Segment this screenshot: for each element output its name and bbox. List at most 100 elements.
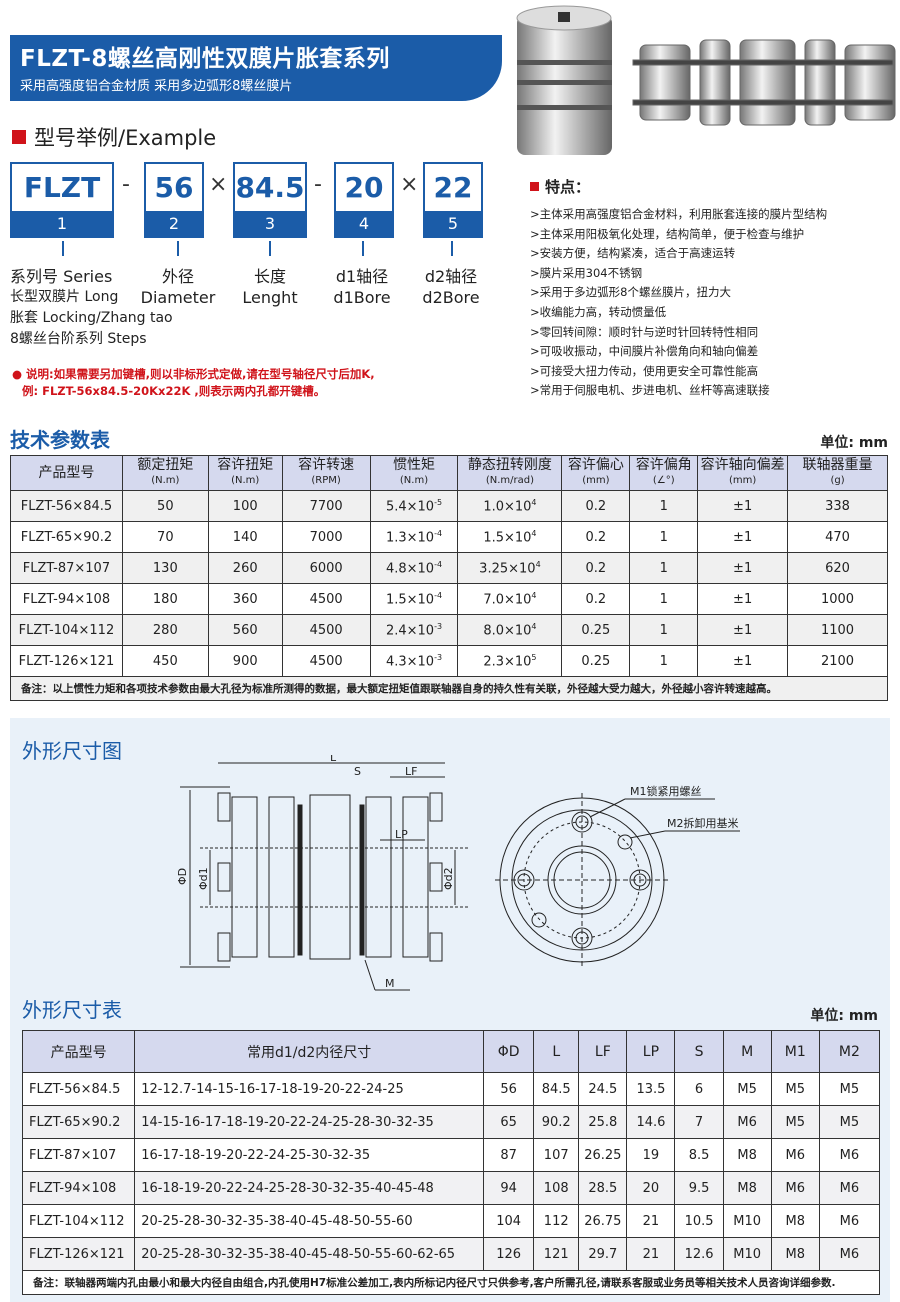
table-cell: 900 xyxy=(207,645,283,677)
table-cell: 180 xyxy=(121,583,209,615)
red-square-icon xyxy=(530,182,539,191)
table-cell: 8.5 xyxy=(674,1138,724,1172)
column-header: ΦD xyxy=(483,1030,535,1073)
table-cell: 6000 xyxy=(281,552,371,584)
dim-table: 产品型号 常用d1/d2内径尺寸 ΦD L LF LP S M M1 M2 FLZT-56×84.5… xyxy=(21,1030,881,1295)
column-header: LF xyxy=(578,1030,628,1073)
table-row: FLZT-104×112 280 560 4500 2.4×10-3 8.0×104 0.2… xyxy=(10,614,888,646)
mantissa: 2.3×10 xyxy=(483,654,532,670)
column-header: 容许偏角 (∠°) xyxy=(629,455,699,491)
table-cell: 87 xyxy=(483,1138,535,1172)
table-cell: 1.0×104 xyxy=(457,490,563,522)
exponent: 5 xyxy=(531,652,537,662)
table-row: FLZT-65×90.2 14-15-16-17-18-19-20-22-24-2… xyxy=(21,1105,881,1139)
table-cell: M8 xyxy=(722,1138,772,1172)
column-header: M xyxy=(722,1030,772,1073)
table-cell: M6 xyxy=(770,1138,820,1172)
example-heading: 型号举例/Example xyxy=(12,122,216,152)
column-header: 额定扭矩 (N.m) xyxy=(121,455,209,491)
mantissa: 3.25×10 xyxy=(479,561,536,577)
exponent: -3 xyxy=(434,652,443,662)
part-value: FLZT xyxy=(23,171,101,204)
feature-item: >收编能力高，转动惯量低 xyxy=(530,304,667,319)
table-cell: M8 xyxy=(770,1204,820,1238)
table-cell: 140 xyxy=(207,521,283,553)
header-row: 产品型号 额定扭矩 (N.m) 容许扭矩 (N.m) 容许转速 (RPM) 惯性矩 (N.m) 静… xyxy=(10,455,888,491)
label-d2: Φd2 xyxy=(442,867,455,890)
table-cell: 0.25 xyxy=(561,614,631,646)
header-unit: (∠°) xyxy=(652,475,675,486)
table-row: FLZT-104×112 20-25-28-30-32-35-38-40-45-4… xyxy=(21,1204,881,1238)
header-text: 产品型号 xyxy=(38,464,95,481)
table-cell: M6 xyxy=(818,1138,881,1172)
part-index: 5 xyxy=(425,211,481,236)
table-cell: 8.0×104 xyxy=(457,614,563,646)
table-cell: M10 xyxy=(722,1237,772,1271)
label-line: d2轴径 xyxy=(424,267,478,286)
table-cell: 450 xyxy=(121,645,209,677)
table-cell: 1 xyxy=(629,552,699,584)
table-cell: 104 xyxy=(483,1204,535,1238)
side-view-icon xyxy=(180,762,470,991)
column-header: M2 xyxy=(818,1030,881,1073)
part-value: 20 xyxy=(344,171,384,204)
table-cell: FLZT-56×84.5 xyxy=(21,1072,136,1106)
label-LP: LP xyxy=(395,828,408,841)
label-M: M xyxy=(385,977,395,990)
table-cell: FLZT-65×90.2 xyxy=(21,1105,136,1139)
exponent: -5 xyxy=(434,497,443,507)
column-header: M1 xyxy=(770,1030,820,1073)
feature-item: >可接受大扭力传动，使用更安全可靠性能高 xyxy=(530,363,759,378)
separator: × xyxy=(400,172,419,197)
table-cell: M5 xyxy=(818,1105,881,1139)
table-cell: 1.5×104 xyxy=(457,521,563,553)
table-cell: 20-25-28-30-32-35-38-40-45-48-50-55-60-6… xyxy=(134,1237,485,1271)
table-cell: 0.2 xyxy=(561,490,631,522)
table-cell: M5 xyxy=(818,1072,881,1106)
column-header: S xyxy=(674,1030,724,1073)
table-cell: 14.6 xyxy=(626,1105,676,1139)
features-heading: 特点： xyxy=(530,176,827,197)
separator: - xyxy=(122,172,130,197)
table-cell: 56 xyxy=(483,1072,535,1106)
part-index: 2 xyxy=(146,211,202,236)
mantissa: 2.4×10 xyxy=(385,623,435,639)
table-cell: 29.7 xyxy=(578,1237,628,1271)
table-cell: 70 xyxy=(121,521,209,553)
table-cell: 1.3×10-4 xyxy=(369,521,459,553)
feature-item: >可吸收振动，中间膜片补偿角向和轴向偏差 xyxy=(530,344,759,359)
feature-item: >主体采用阳极氧化处理，结构简单，便于检查与维护 xyxy=(530,226,805,241)
table-cell: ±1 xyxy=(697,583,789,615)
header-unit: (RPM) xyxy=(311,475,341,486)
product-photos xyxy=(516,5,896,155)
table-cell: 20 xyxy=(626,1171,676,1205)
label-line: 长型双膜片 Long xyxy=(10,289,119,305)
table-cell: 338 xyxy=(787,490,888,522)
mantissa: 4.3×10 xyxy=(385,654,435,670)
table-cell: 1100 xyxy=(787,614,888,646)
note-line: 例: FLZT-56x84.5-20Kx22K ,则表示两内孔都开键槽。 xyxy=(22,384,326,398)
column-header: 联轴器重量 (g) xyxy=(787,455,888,491)
part-value: 56 xyxy=(154,171,194,204)
table-cell: 1000 xyxy=(787,583,888,615)
part-box-length: 84.5 3 xyxy=(233,162,307,238)
header-unit: (N.m) xyxy=(231,475,260,486)
table-cell: 112 xyxy=(533,1204,580,1238)
tech-table: 产品型号 额定扭矩 (N.m) 容许扭矩 (N.m) 容许转速 (RPM) 惯性矩 (N.m) 静… xyxy=(10,455,888,701)
drawing-title: 外形尺寸图 xyxy=(22,739,122,763)
table-cell: 21 xyxy=(626,1204,676,1238)
table-cell: M8 xyxy=(722,1171,772,1205)
header-text: 容许偏心 xyxy=(567,457,624,473)
d2-label: d2轴径 d2Bore xyxy=(411,266,491,308)
table-cell: FLZT-87×107 xyxy=(21,1138,136,1172)
table-cell: 20-25-28-30-32-35-38-40-45-48-50-55-60 xyxy=(134,1204,485,1238)
table-cell: 16-18-19-20-22-24-25-28-30-32-35-40-45-4… xyxy=(134,1171,485,1205)
exponent: -4 xyxy=(434,528,443,538)
header-unit: (mm) xyxy=(582,475,610,486)
diameter-label: 外径 Diameter xyxy=(138,266,218,308)
table-cell: 19 xyxy=(626,1138,676,1172)
table-cell: 1.5×10-4 xyxy=(369,583,459,615)
mantissa: 8.0×10 xyxy=(483,623,532,639)
mantissa: 5.4×10 xyxy=(385,499,435,515)
table-cell: 2100 xyxy=(787,645,888,677)
